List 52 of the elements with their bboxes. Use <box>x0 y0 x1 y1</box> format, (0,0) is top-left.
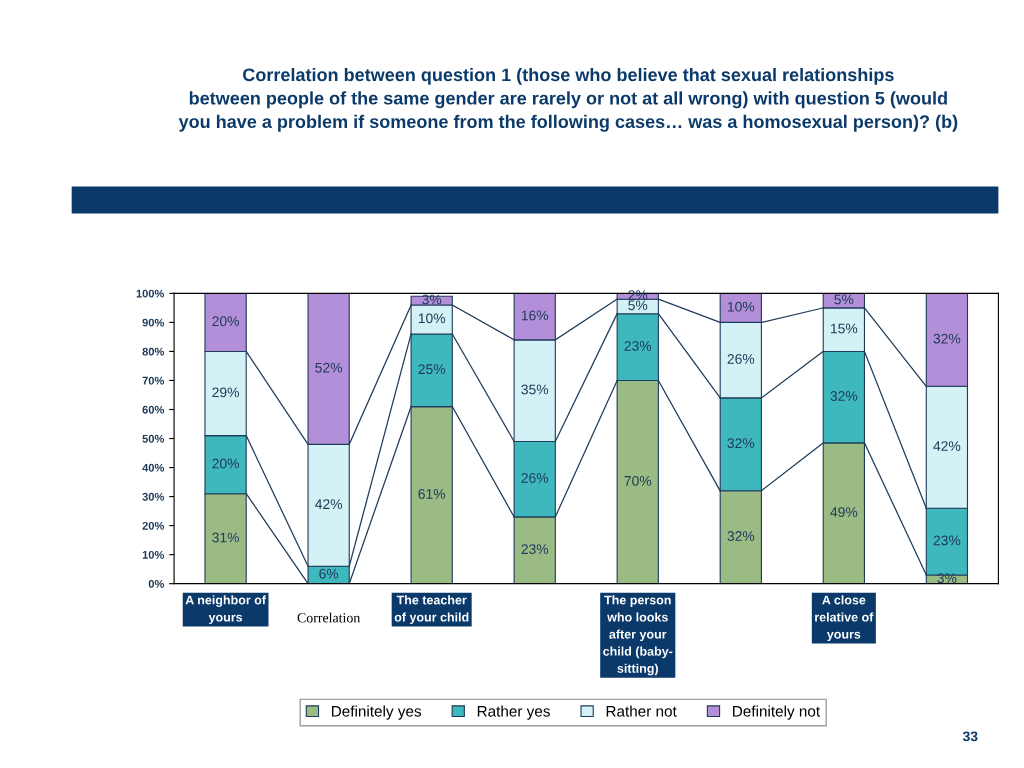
data-label: 49% <box>830 507 858 518</box>
data-label: 5% <box>834 294 854 305</box>
data-label: 31% <box>212 532 240 543</box>
data-label: 35% <box>521 384 549 395</box>
data-label: 25% <box>418 364 446 375</box>
data-label: 6% <box>319 568 339 579</box>
data-label: 23% <box>521 544 549 555</box>
y-tick-label: 60% <box>142 405 165 414</box>
legend-label: Rather not <box>606 705 677 717</box>
text: Correlation <box>297 612 361 623</box>
data-label: 3% <box>422 294 442 305</box>
data-label: 3% <box>937 573 957 584</box>
chart-title: Correlation between question 1 (those who believe that sexual relationships between people of the same gender are rarely or not at all wrong) with question 5 (would you have a problem if someone from the following cases… was a homosexual person)? (b) <box>178 67 958 132</box>
x-tick-label: The person who looks after your child (baby- sitting) <box>603 595 673 676</box>
data-label: 32% <box>830 391 858 401</box>
x-tick-label: A neighbor of yours <box>185 595 267 625</box>
legend-label: Rather yes <box>477 705 550 720</box>
y-tick-label: 70% <box>142 376 165 385</box>
data-label: 20% <box>212 458 240 469</box>
y-tick-label: 80% <box>142 347 165 356</box>
data-label: 52% <box>315 362 343 373</box>
legend-label: Definitely yes <box>331 705 422 720</box>
data-label: 42% <box>933 441 961 451</box>
data-label: 32% <box>727 438 755 449</box>
data-label: 23% <box>933 535 961 546</box>
data-label: 26% <box>727 354 755 364</box>
data-label: 16% <box>521 310 549 321</box>
data-label: 70% <box>624 475 652 486</box>
y-tick-label: 20% <box>142 521 165 530</box>
x-tick-label: A close relative of yours <box>815 595 874 642</box>
data-label: 42% <box>315 499 343 509</box>
y-tick-label: 90% <box>142 318 165 327</box>
data-label: 23% <box>624 340 652 351</box>
y-tick-label: 10% <box>142 550 165 559</box>
data-label: 32% <box>933 333 961 344</box>
x-tick-label: The teacher of your child <box>394 595 469 625</box>
data-label: 10% <box>418 313 446 324</box>
y-tick-label: 40% <box>142 463 165 472</box>
data-label: 10% <box>727 301 755 312</box>
data-label: 15% <box>831 323 858 334</box>
legend-label: Definitely not <box>733 705 820 720</box>
text: 33 <box>962 731 978 742</box>
y-tick-label: 0% <box>148 579 165 588</box>
y-tick-label: 30% <box>142 492 165 501</box>
y-tick-label: 50% <box>142 434 165 443</box>
data-label: 5% <box>628 300 648 311</box>
data-label: 32% <box>727 531 755 541</box>
data-label: 20% <box>212 316 240 327</box>
data-label: 29% <box>212 387 240 398</box>
data-label: 61% <box>418 489 446 499</box>
y-tick-label: 100% <box>136 289 165 298</box>
data-label: 26% <box>521 473 549 483</box>
